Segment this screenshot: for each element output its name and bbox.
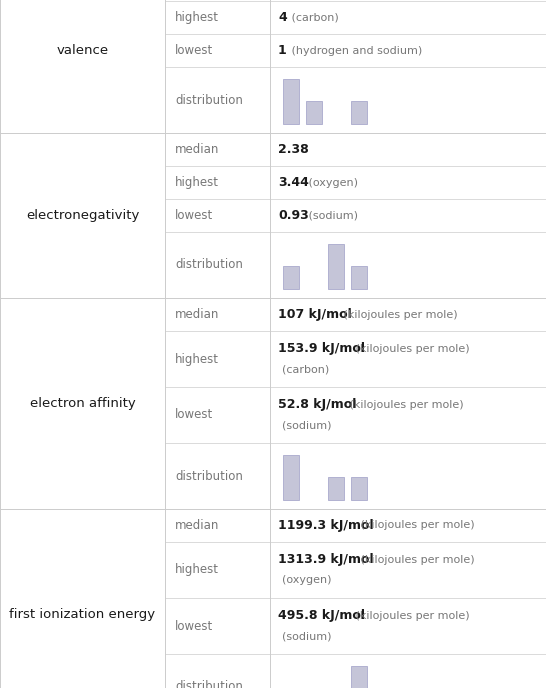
Text: median: median [175, 143, 219, 156]
Text: 2.38: 2.38 [278, 143, 308, 156]
Text: (oxygen): (oxygen) [282, 575, 331, 585]
Text: (kilojoules per mole): (kilojoules per mole) [352, 611, 469, 621]
Text: (hydrogen and sodium): (hydrogen and sodium) [288, 45, 422, 56]
Text: (kilojoules per mole): (kilojoules per mole) [352, 344, 469, 354]
Text: 52.8 kJ/mol: 52.8 kJ/mol [278, 398, 357, 411]
Text: highest: highest [175, 11, 219, 24]
Text: first ionization energy: first ionization energy [9, 608, 156, 621]
Text: 4: 4 [278, 11, 287, 24]
Bar [283, 266, 299, 289]
Text: (sodium): (sodium) [282, 420, 331, 430]
Text: electron affinity: electron affinity [29, 397, 135, 410]
Bar [283, 79, 299, 124]
Text: median: median [175, 519, 219, 532]
Text: (kilojoules per mole): (kilojoules per mole) [340, 310, 458, 319]
Text: (carbon): (carbon) [288, 12, 339, 23]
Text: highest: highest [175, 176, 219, 189]
Text: highest: highest [175, 352, 219, 365]
Bar [351, 477, 366, 499]
Text: lowest: lowest [175, 44, 213, 57]
Text: distribution: distribution [175, 469, 243, 482]
Bar [306, 101, 322, 124]
Text: 495.8 kJ/mol: 495.8 kJ/mol [278, 610, 365, 623]
Text: (carbon): (carbon) [282, 364, 329, 374]
Text: distribution: distribution [175, 94, 243, 107]
Text: distribution: distribution [175, 259, 243, 272]
Text: electronegativity: electronegativity [26, 209, 139, 222]
Bar [283, 455, 299, 499]
Bar [351, 101, 366, 124]
Bar [328, 244, 344, 289]
Text: (sodium): (sodium) [282, 631, 331, 641]
Bar [351, 266, 366, 289]
Text: 0.93: 0.93 [278, 209, 308, 222]
Text: lowest: lowest [175, 619, 213, 632]
Text: 107 kJ/mol: 107 kJ/mol [278, 308, 352, 321]
Text: (kilojoules per mole): (kilojoules per mole) [358, 555, 475, 565]
Text: 1199.3 kJ/mol: 1199.3 kJ/mol [278, 519, 373, 532]
Text: 153.9 kJ/mol: 153.9 kJ/mol [278, 343, 365, 356]
Text: (oxygen): (oxygen) [305, 178, 358, 188]
Text: highest: highest [175, 563, 219, 577]
Text: lowest: lowest [175, 409, 213, 422]
Text: (sodium): (sodium) [305, 211, 358, 220]
Text: lowest: lowest [175, 209, 213, 222]
Text: (kilojoules per mole): (kilojoules per mole) [358, 521, 475, 530]
Text: distribution: distribution [175, 680, 243, 688]
Text: valence: valence [56, 44, 109, 57]
Text: 1: 1 [278, 44, 287, 57]
Bar [351, 666, 366, 688]
Text: median: median [175, 308, 219, 321]
Text: (kilojoules per mole): (kilojoules per mole) [346, 400, 464, 410]
Bar [328, 477, 344, 499]
Text: 1313.9 kJ/mol: 1313.9 kJ/mol [278, 553, 373, 566]
Text: 3.44: 3.44 [278, 176, 309, 189]
